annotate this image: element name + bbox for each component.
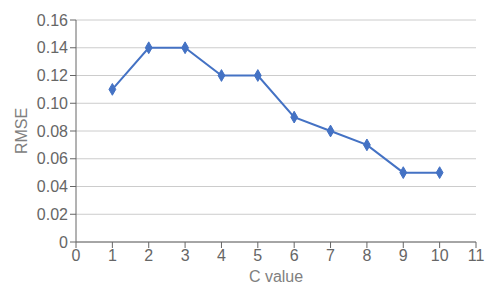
svg-text:4: 4	[217, 247, 226, 264]
svg-text:C value: C value	[249, 268, 303, 285]
svg-text:0.06: 0.06	[37, 150, 68, 167]
svg-text:1: 1	[108, 247, 117, 264]
svg-text:0.14: 0.14	[37, 39, 68, 56]
svg-text:11: 11	[468, 247, 485, 264]
svg-text:5: 5	[253, 247, 262, 264]
svg-text:7: 7	[326, 247, 335, 264]
svg-text:0: 0	[72, 247, 81, 264]
svg-text:8: 8	[362, 247, 371, 264]
svg-text:2: 2	[144, 247, 153, 264]
svg-text:0.16: 0.16	[37, 12, 68, 29]
svg-text:6: 6	[290, 247, 299, 264]
svg-text:0: 0	[59, 234, 68, 251]
svg-text:0.04: 0.04	[37, 178, 68, 195]
svg-text:10: 10	[431, 247, 449, 264]
svg-text:0.02: 0.02	[37, 206, 68, 223]
svg-text:0.10: 0.10	[37, 95, 68, 112]
svg-text:RMSE: RMSE	[13, 108, 30, 154]
svg-text:0.12: 0.12	[37, 67, 68, 84]
svg-text:9: 9	[399, 247, 408, 264]
svg-text:3: 3	[181, 247, 190, 264]
svg-text:0.08: 0.08	[37, 123, 68, 140]
